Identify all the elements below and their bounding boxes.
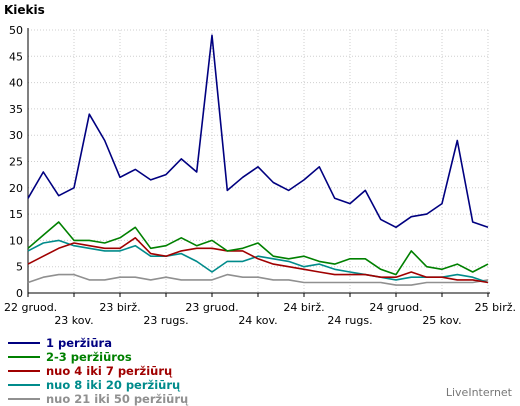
series-line <box>27 237 489 284</box>
legend-label: nuo 4 iki 7 peržiūrų <box>46 364 173 378</box>
x-tick-label: 22 gruod. <box>4 301 57 314</box>
legend-item: 2-3 peržiūros <box>8 350 188 364</box>
series-line <box>27 239 489 284</box>
legend-swatch <box>8 356 40 358</box>
y-tick-label: 20 <box>9 182 23 195</box>
legend-label: nuo 8 iki 20 peržiūrų <box>46 378 181 392</box>
y-axis-title: Kiekis <box>4 3 45 17</box>
legend-item: nuo 4 iki 7 peržiūrų <box>8 364 188 378</box>
y-tick-label: 35 <box>9 103 23 116</box>
y-tick-label: 5 <box>16 261 23 274</box>
x-tick-label: 24 gruod. <box>369 301 422 314</box>
legend-label: 2-3 peržiūros <box>46 350 132 364</box>
x-tick-label: 23 rugs. <box>143 314 188 327</box>
legend-swatch <box>8 342 40 344</box>
y-tick-label: 15 <box>9 208 23 221</box>
x-tick-label: 23 birž. <box>99 301 140 314</box>
legend-label: 1 peržiūra <box>46 336 112 350</box>
legend-swatch <box>8 384 40 386</box>
legend-label: nuo 21 iki 50 peržiūrų <box>46 392 189 406</box>
y-tick-label: 40 <box>9 77 23 90</box>
x-tick-label: 24 rugs. <box>327 314 372 327</box>
series-line <box>27 273 489 286</box>
y-tick-label: 10 <box>9 234 23 247</box>
series-line <box>27 221 489 276</box>
legend-item: nuo 21 iki 50 peržiūrų <box>8 392 188 406</box>
y-tick-label: 25 <box>9 156 23 169</box>
x-tick-label: 25 kov. <box>422 314 461 327</box>
legend-item: 1 peržiūra <box>8 336 188 350</box>
y-tick-label: 50 <box>9 24 23 37</box>
legend: 1 peržiūra 2-3 peržiūros nuo 4 iki 7 per… <box>8 336 188 406</box>
brand-label: LiveInternet <box>445 386 512 399</box>
x-tick-label: 25 birž. <box>475 301 516 314</box>
series-line <box>27 34 489 229</box>
x-tick-label: 23 gruod. <box>185 301 238 314</box>
x-tick-label: 24 kov. <box>238 314 277 327</box>
legend-swatch <box>8 398 40 400</box>
y-tick-label: 45 <box>9 50 23 63</box>
legend-item: nuo 8 iki 20 peržiūrų <box>8 378 188 392</box>
x-tick-label: 24 birž. <box>283 301 324 314</box>
legend-swatch <box>8 370 40 372</box>
x-tick-label: 23 kov. <box>54 314 93 327</box>
y-tick-label: 30 <box>9 129 23 142</box>
y-tick-label: 0 <box>16 287 23 300</box>
